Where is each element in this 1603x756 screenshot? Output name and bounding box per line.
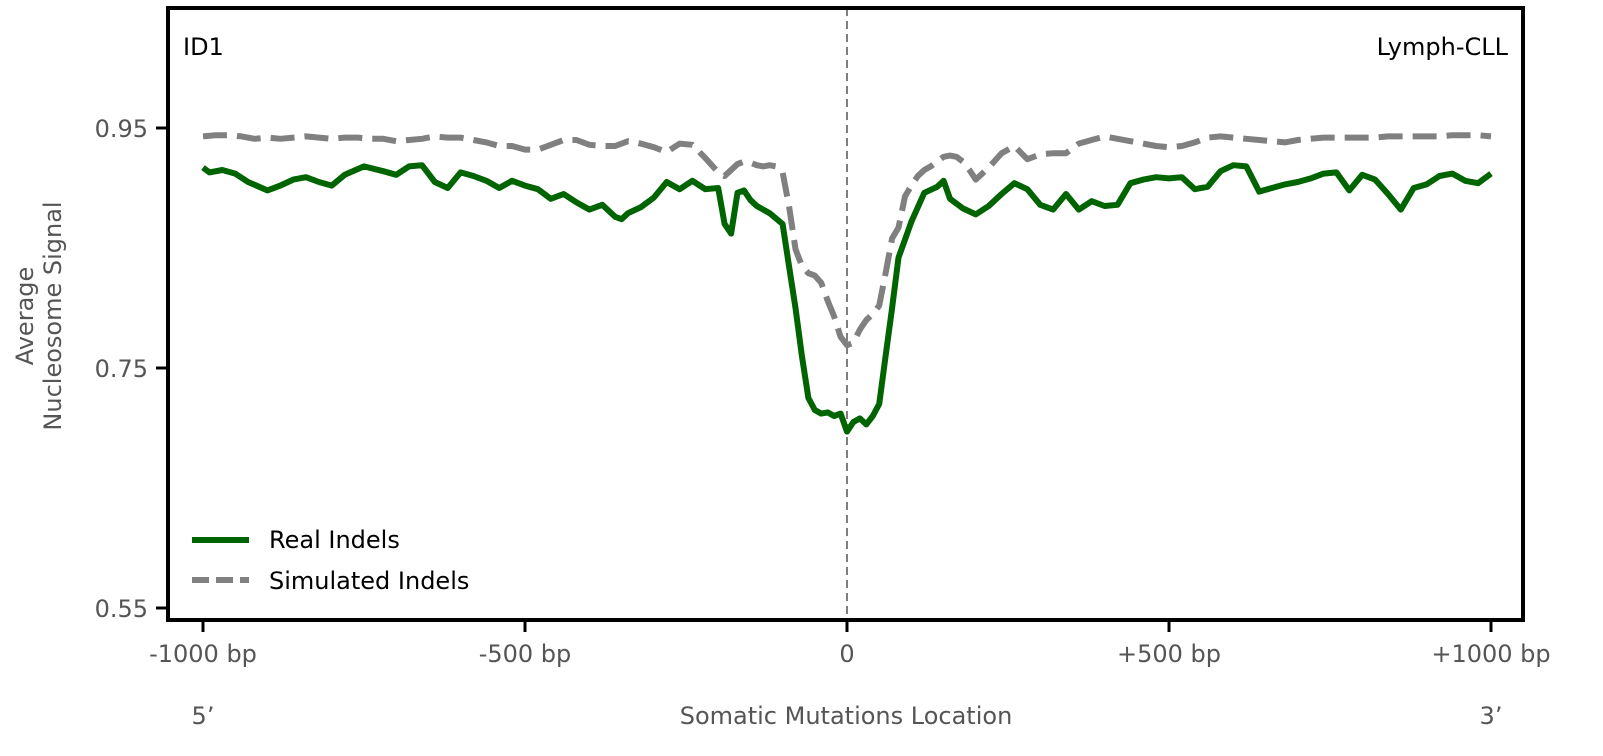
legend: Real Indels Simulated Indels (192, 526, 469, 595)
panel-label: ID1 (183, 33, 224, 61)
y-tick-label: 0.95 (95, 115, 148, 143)
x-tick-label: +1000 bp (1431, 640, 1550, 668)
x-tick-label: +500 bp (1117, 640, 1221, 668)
series-line-real-indels (201, 162, 1493, 435)
series-line-simulated-indels (202, 132, 1492, 349)
x-tick-label: 0 (839, 640, 854, 668)
cancer-type-label: Lymph-CLL (1377, 33, 1509, 61)
x-tick-label: -1000 bp (149, 640, 257, 668)
three-prime-label: 3’ (1480, 702, 1503, 730)
x-tick-label: -500 bp (479, 640, 572, 668)
legend-label-real-indels: Real Indels (269, 526, 400, 554)
x-axis-ticks: -1000 bp -500 bp 0 +500 bp +1000 bp (149, 620, 1551, 668)
five-prime-label: 5’ (192, 702, 215, 730)
x-axis-title: Somatic Mutations Location (680, 702, 1013, 730)
legend-label-simulated-indels: Simulated Indels (269, 567, 469, 595)
series-layer (201, 132, 1493, 435)
y-tick-label: 0.75 (95, 355, 148, 383)
y-tick-label: 0.55 (95, 595, 148, 623)
y-axis-title-line1: Average (11, 267, 39, 366)
y-axis-ticks: 0.55 0.75 0.95 (95, 115, 168, 623)
y-axis-title-line2: Nucleosome Signal (39, 201, 67, 430)
